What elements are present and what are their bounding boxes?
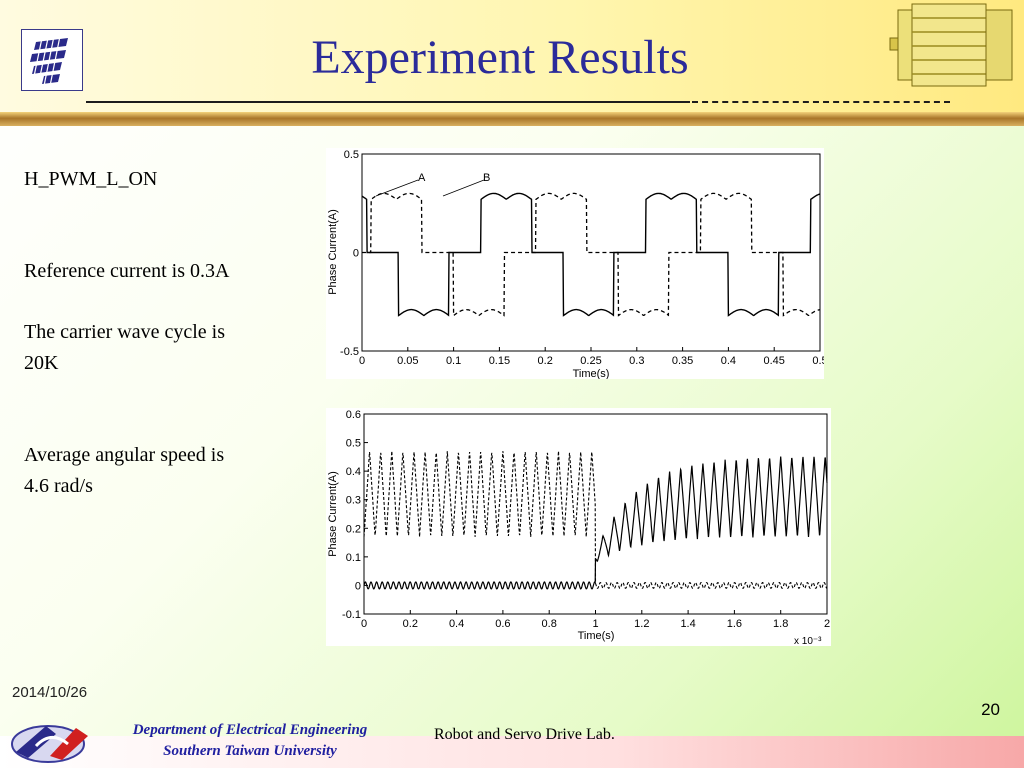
y-tick-label: 0 xyxy=(355,580,361,592)
title-dashed-underline xyxy=(692,101,950,103)
x-tick-label: 0.1 xyxy=(446,355,461,367)
chart-phase-current-steady: 0 0.05 0.1 0.15 0.2 0.25 0.3 0.35 0.4 0.45 0.5 0.5… xyxy=(326,148,828,380)
y-tick-label: 0.5 xyxy=(344,149,359,161)
bullet-reference-current: Reference current is 0.3A xyxy=(24,260,230,282)
annotation-a-arrow xyxy=(375,179,419,197)
x-tick-label: 1.6 xyxy=(727,618,742,630)
x-tick-label: 0 xyxy=(359,355,365,367)
x-tick-label: 0.25 xyxy=(580,355,601,367)
x-tick-label: 1.8 xyxy=(773,618,788,630)
x-tick-label: 0.5 xyxy=(812,355,824,367)
y-tick-label: 0 xyxy=(353,248,359,260)
x-tick-label: 0.4 xyxy=(449,618,464,630)
chart-2-svg: 0 0.2 0.4 0.6 0.8 1 1.2 1.4 1.6 1.8 2 0.6 0.5 0.4 0.3… xyxy=(327,409,830,647)
chart-phase-current-transition: 0 0.2 0.4 0.6 0.8 1 1.2 1.4 1.6 1.8 2 0.6 0.5 0.4 0.3… xyxy=(326,408,831,647)
department-line-2: Southern Taiwan University xyxy=(163,743,337,759)
x-tick-label: 0 xyxy=(361,618,367,630)
annotation-b-arrow xyxy=(442,179,485,197)
footer-bar xyxy=(0,736,1024,768)
x-tick-label: 0.4 xyxy=(721,355,736,367)
header-background xyxy=(0,0,1024,118)
x-tick-label: 0.35 xyxy=(672,355,693,367)
slide-title: Experiment Results xyxy=(311,31,689,84)
y-tick-label: -0.1 xyxy=(342,609,361,621)
department-name: Department of Electrical Engineering Sou… xyxy=(100,720,400,762)
x-tick-label: 2 xyxy=(824,618,830,630)
x-tick-label: 0.2 xyxy=(403,618,418,630)
chart-1-ylabel: Phase Current(A) xyxy=(327,209,339,295)
x-tick-label: 0.8 xyxy=(542,618,557,630)
y-tick-label: -0.5 xyxy=(340,346,359,358)
page-number: 20 xyxy=(981,700,1000,719)
x-tick-label: 0.15 xyxy=(489,355,510,367)
bullet-mode: H_PWM_L_ON xyxy=(24,168,158,190)
x-tick-label: 0.6 xyxy=(495,618,510,630)
lab-name: Robot and Servo Drive Lab. xyxy=(434,726,615,743)
chart-2-xlabel: Time(s) xyxy=(578,630,615,642)
chart-1-svg: 0 0.05 0.1 0.15 0.2 0.25 0.3 0.35 0.4 0.45 0.5 0.5… xyxy=(327,149,828,380)
annotation-b: B xyxy=(483,172,490,184)
header-band xyxy=(0,112,1024,126)
y-tick-label: 0.3 xyxy=(346,495,361,507)
y-tick-label: 0.5 xyxy=(346,438,361,450)
department-line-1: Department of Electrical Engineering xyxy=(132,722,368,738)
bullet-angular-speed-value: 4.6 rad/s xyxy=(24,475,93,497)
chart-1-series-dashed xyxy=(362,192,821,317)
x-tick-label: 0.05 xyxy=(397,355,418,367)
x-tick-label: 1 xyxy=(592,618,598,630)
bullet-carrier-wave-value: 20K xyxy=(24,352,59,374)
bullet-angular-speed: Average angular speed is xyxy=(24,444,225,466)
slide-date: 2014/10/26 xyxy=(12,684,88,701)
y-tick-label: 0.6 xyxy=(346,409,361,421)
y-tick-label: 0.4 xyxy=(346,466,361,478)
chart-2-ylabel: Phase Current(A) xyxy=(327,471,339,557)
title-underline xyxy=(86,101,690,103)
chart-2-series-solid xyxy=(363,456,828,590)
y-tick-label: 0.2 xyxy=(346,523,361,535)
chart-2-x-multiplier: x 10⁻³ xyxy=(794,636,822,646)
footer-university-logo xyxy=(11,725,88,763)
bullet-carrier-wave: The carrier wave cycle is xyxy=(24,321,225,343)
x-tick-label: 1.4 xyxy=(680,618,695,630)
y-tick-label: 0.1 xyxy=(346,552,361,564)
x-tick-label: 0.3 xyxy=(629,355,644,367)
annotation-a: A xyxy=(418,172,426,184)
chart-1-xlabel: Time(s) xyxy=(573,368,610,379)
x-tick-label: 0.45 xyxy=(763,355,784,367)
chart-1-series-solid xyxy=(361,192,821,317)
x-tick-label: 0.2 xyxy=(538,355,553,367)
x-tick-label: 1.2 xyxy=(634,618,649,630)
motor-icon xyxy=(889,3,1013,87)
university-logo xyxy=(21,29,83,91)
